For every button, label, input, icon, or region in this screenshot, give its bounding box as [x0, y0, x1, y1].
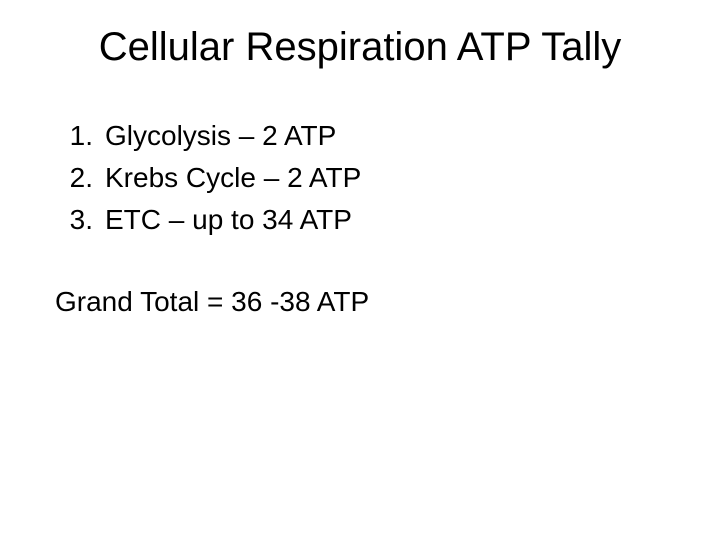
slide-content: 1. Glycolysis – 2 ATP 2. Krebs Cycle – 2…	[45, 115, 675, 323]
slide-container: Cellular Respiration ATP Tally 1. Glycol…	[0, 0, 720, 540]
list-item: 3. ETC – up to 34 ATP	[55, 199, 675, 241]
atp-list: 1. Glycolysis – 2 ATP 2. Krebs Cycle – 2…	[55, 115, 675, 241]
list-text: Glycolysis – 2 ATP	[105, 115, 675, 157]
list-text: ETC – up to 34 ATP	[105, 199, 675, 241]
list-text: Krebs Cycle – 2 ATP	[105, 157, 675, 199]
list-number: 3.	[55, 199, 105, 241]
list-number: 1.	[55, 115, 105, 157]
grand-total: Grand Total = 36 -38 ATP	[55, 281, 675, 323]
list-number: 2.	[55, 157, 105, 199]
list-item: 1. Glycolysis – 2 ATP	[55, 115, 675, 157]
list-item: 2. Krebs Cycle – 2 ATP	[55, 157, 675, 199]
slide-title: Cellular Respiration ATP Tally	[45, 25, 675, 70]
